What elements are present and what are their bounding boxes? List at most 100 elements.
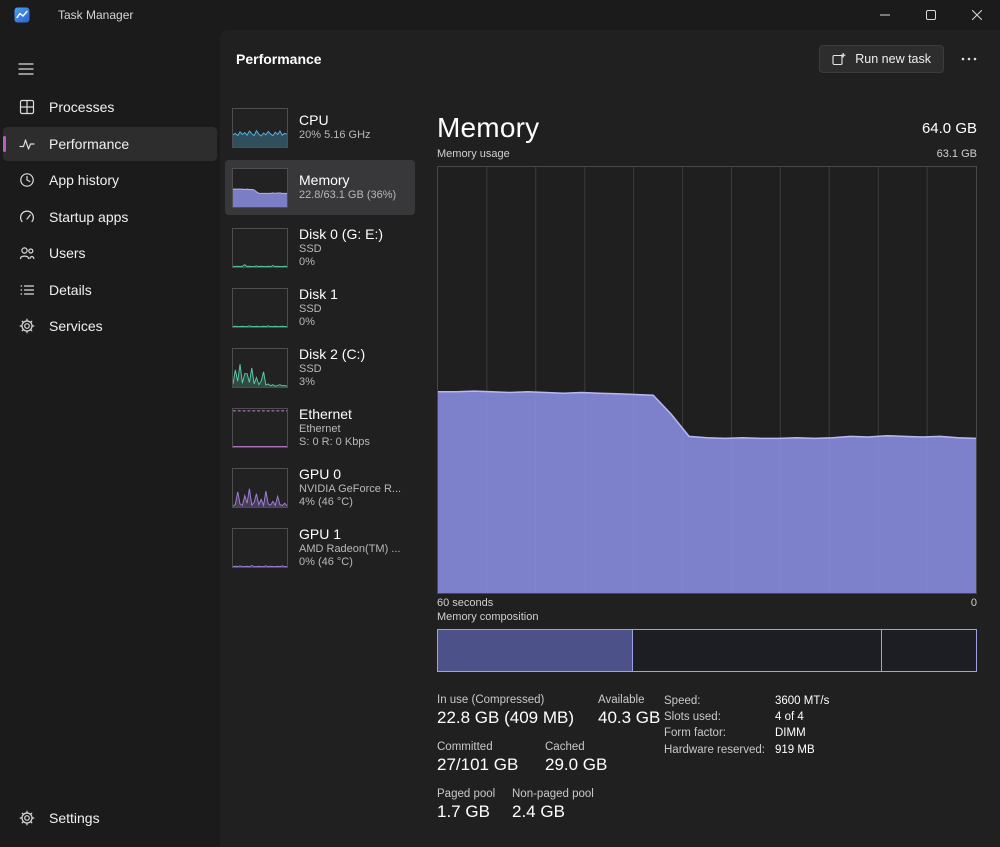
details-icon [19, 282, 35, 298]
close-button[interactable] [954, 0, 1000, 30]
perf-item-gpu0[interactable]: GPU 0 NVIDIA GeForce R... 4% (46 °C) [225, 460, 415, 515]
perf-item-detail: AMD Radeon(TM) ... [299, 542, 401, 555]
in-use-label: In use (Compressed) [437, 694, 545, 706]
window-controls [862, 0, 1000, 30]
perf-item-title: Disk 0 (G: E:) [299, 225, 384, 242]
memory-composition-label: Memory composition [437, 611, 539, 623]
composition-in-use-segment [438, 630, 634, 671]
processes-icon [19, 99, 35, 115]
sidebar-item-label: Performance [49, 135, 130, 152]
committed-value: 27/101 GB [437, 755, 519, 774]
perf-item-detail: NVIDIA GeForce R... [299, 482, 402, 495]
sidebar: Processes Performance App history Startu… [0, 30, 220, 847]
sidebar-item-label: Services [49, 318, 103, 334]
settings-gear-icon [19, 810, 35, 826]
form-factor-value: DIMM [775, 727, 806, 739]
content-header: Performance Run new task [220, 30, 1000, 88]
perf-item-memory[interactable]: Memory 22.8/63.1 GB (36%) [225, 160, 415, 215]
memory-composition-bar [437, 629, 977, 672]
gpu0-mini-chart [232, 467, 288, 508]
memory-mini-chart [232, 167, 288, 208]
disk1-mini-chart [232, 287, 288, 328]
available-label: Available [598, 694, 645, 706]
cpu-mini-chart [232, 107, 288, 148]
sidebar-item-services[interactable]: Services [3, 309, 217, 343]
minimize-button[interactable] [862, 0, 908, 30]
run-new-task-button[interactable]: Run new task [819, 45, 944, 73]
non-paged-pool-value: 2.4 GB [512, 802, 565, 821]
new-task-icon [832, 53, 846, 66]
speed-value: 3600 MT/s [775, 695, 830, 707]
hardware-reserved-value: 919 MB [775, 744, 815, 756]
memory-usage-chart [437, 166, 977, 594]
performance-list: CPU 20% 5.16 GHz Memory 22.8/63.1 GB (36%)… [225, 100, 415, 580]
paged-pool-value: 1.7 GB [437, 802, 490, 821]
perf-item-title: GPU 0 [299, 465, 342, 482]
sidebar-item-users[interactable]: Users [3, 236, 217, 270]
app-history-icon [19, 172, 35, 188]
sidebar-item-app-history[interactable]: App history [3, 163, 217, 197]
composition-standby-segment [633, 630, 882, 671]
memory-usage-label: Memory usage [437, 148, 510, 160]
sidebar-item-label: Users [49, 245, 86, 261]
memory-title: Memory [437, 112, 540, 143]
perf-item-title: Disk 2 (C:) [299, 345, 366, 362]
slots-used-label: Slots used: [664, 711, 721, 723]
sidebar-item-label: Processes [49, 99, 115, 115]
sidebar-item-label: Settings [49, 809, 100, 826]
perf-item-detail: Ethernet [299, 422, 341, 435]
slots-used-value: 4 of 4 [775, 711, 804, 723]
perf-item-detail: SSD [299, 242, 322, 255]
perf-item-gpu1[interactable]: GPU 1 AMD Radeon(TM) ... 0% (46 °C) [225, 520, 415, 575]
sidebar-item-label: Details [49, 281, 92, 298]
perf-item-title: GPU 1 [299, 525, 342, 542]
sidebar-item-processes[interactable]: Processes [3, 90, 217, 124]
menu-icon[interactable] [6, 52, 46, 86]
services-icon [19, 318, 35, 334]
memory-detail-panel: Memory 64.0 GB Memory usage 63.1 GB 60 s… [437, 108, 977, 844]
perf-item-detail: 22.8/63.1 GB (36%) [299, 189, 397, 202]
sidebar-item-label: App history [49, 172, 120, 188]
sidebar-item-startup-apps[interactable]: Startup apps [3, 200, 217, 234]
content-panel: Performance Run new task CPU 20% 5.16 GHz… [220, 30, 1000, 847]
paged-pool-label: Paged pool [437, 788, 496, 800]
perf-item-detail: 20% 5.16 GHz [299, 129, 371, 142]
perf-item-disk1[interactable]: Disk 1 SSD 0% [225, 280, 415, 335]
disk2-mini-chart [232, 347, 288, 388]
titlebar: Task Manager [0, 0, 1000, 30]
perf-item-ethernet[interactable]: Ethernet Ethernet S: 0 R: 0 Kbps [225, 400, 415, 455]
sidebar-item-details[interactable]: Details [3, 273, 217, 307]
in-use-value: 22.8 GB (409 MB) [437, 708, 575, 727]
memory-total: 64.0 GB [921, 119, 977, 137]
ethernet-mini-chart [232, 407, 288, 448]
perf-item-cpu[interactable]: CPU 20% 5.16 GHz [225, 100, 415, 155]
ellipsis-icon [961, 57, 977, 61]
more-options-button[interactable] [954, 45, 984, 73]
cached-label: Cached [545, 741, 585, 753]
hardware-reserved-label: Hardware reserved: [664, 744, 765, 756]
sidebar-item-settings[interactable]: Settings [3, 801, 217, 835]
perf-item-title: Ethernet [299, 405, 352, 422]
memory-stats: In use (Compressed) 22.8 GB (409 MB) Ava… [437, 694, 977, 844]
perf-item-title: Memory [299, 172, 350, 189]
sidebar-nav: Processes Performance App history Startu… [3, 90, 217, 346]
page-title: Performance [236, 51, 322, 67]
disk0-mini-chart [232, 227, 288, 268]
x-axis-right-label: 0 [970, 597, 977, 609]
perf-item-title: CPU [299, 112, 329, 129]
committed-label: Committed [437, 741, 493, 753]
cached-value: 29.0 GB [545, 755, 608, 774]
perf-item-detail: SSD [299, 302, 322, 315]
perf-item-title: Disk 1 [299, 285, 338, 302]
perf-item-detail: SSD [299, 362, 322, 375]
startup-apps-icon [19, 209, 35, 225]
speed-label: Speed: [664, 695, 701, 707]
maximize-button[interactable] [908, 0, 954, 30]
run-new-task-label: Run new task [855, 52, 931, 66]
sidebar-item-performance[interactable]: Performance [3, 126, 217, 161]
sidebar-item-label: Startup apps [49, 208, 129, 225]
perf-item-disk2[interactable]: Disk 2 (C:) SSD 3% [225, 340, 415, 395]
perf-item-disk0[interactable]: Disk 0 (G: E:) SSD 0% [225, 220, 415, 275]
form-factor-label: Form factor: [664, 727, 726, 739]
